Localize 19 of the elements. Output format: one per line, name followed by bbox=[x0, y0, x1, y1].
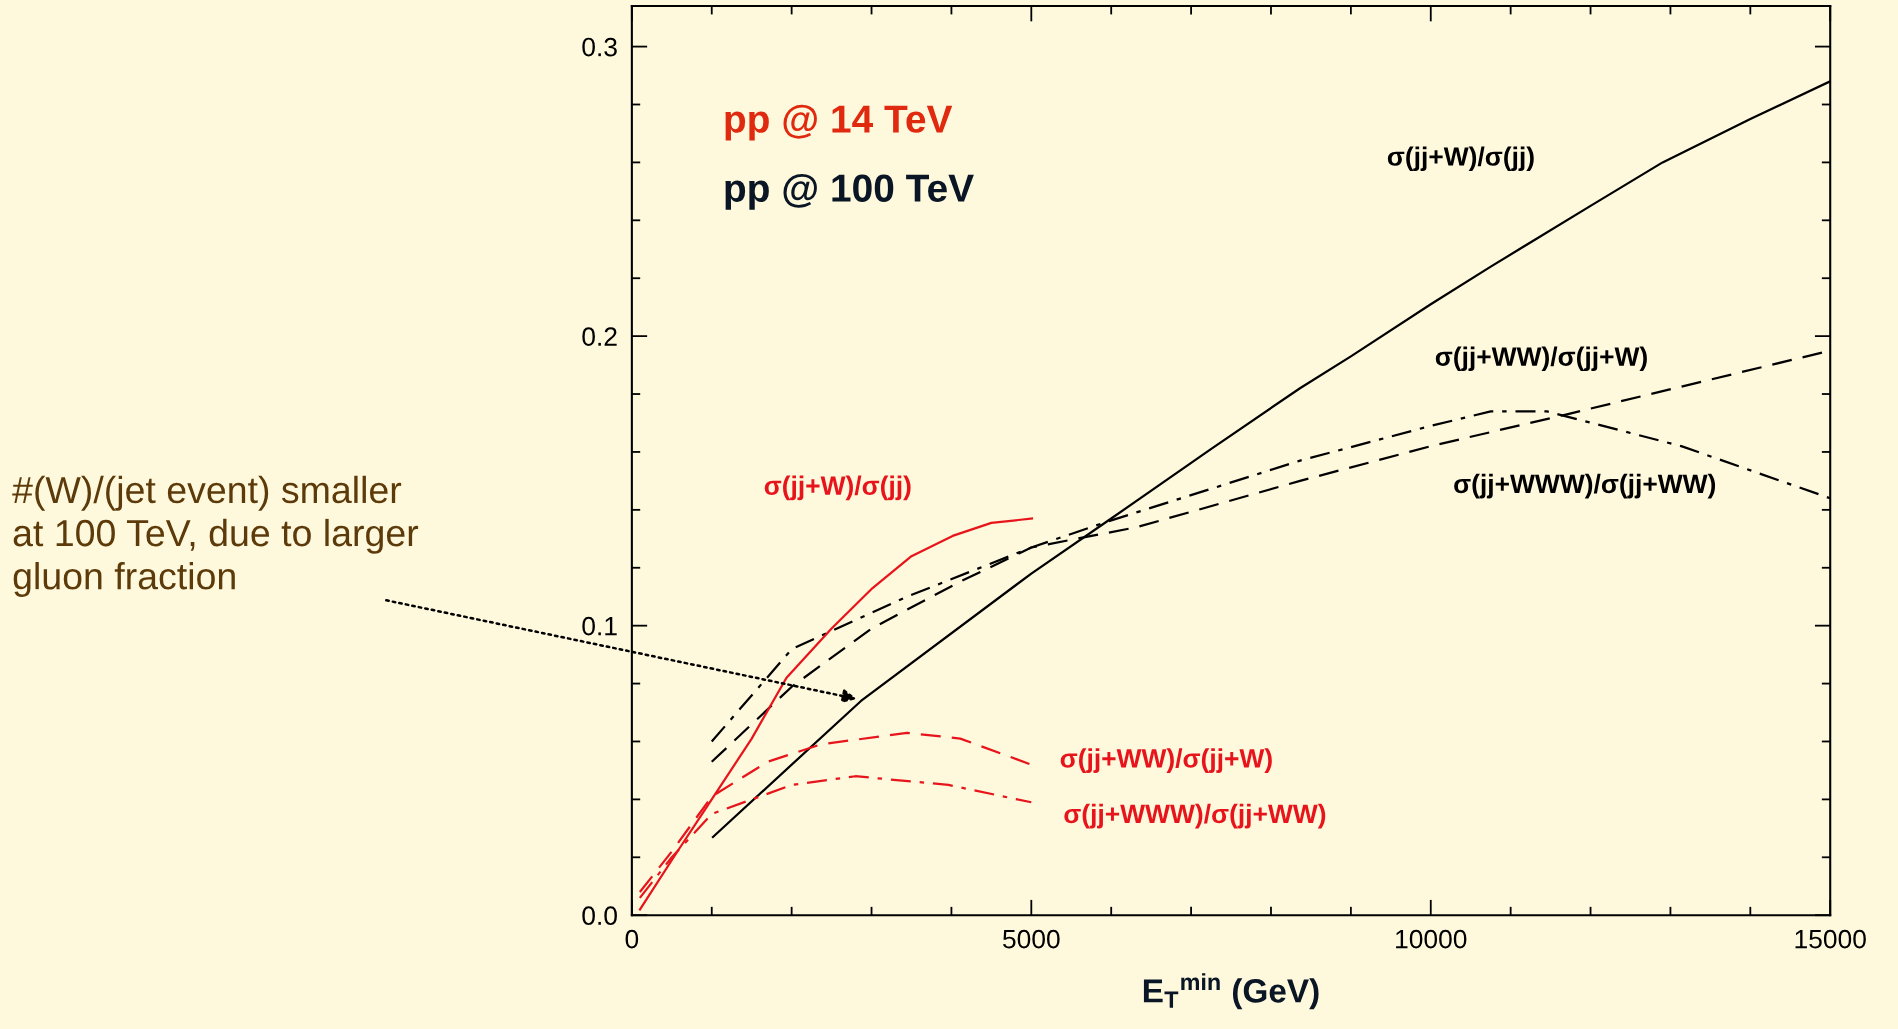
x-tick-label: 0 bbox=[625, 929, 639, 949]
series-label: σ(jj+WW)/σ(jj+W) bbox=[1435, 346, 1647, 372]
x-tick-label: 5000 bbox=[1003, 929, 1060, 949]
series-label: σ(jj+WWW)/σ(jj+WW) bbox=[1064, 803, 1326, 829]
y-tick-label: 0.2 bbox=[582, 327, 617, 346]
text: σ(jj+W)/σ(jj) bbox=[1387, 146, 1534, 172]
annotation: pp @ 100 TeV bbox=[725, 173, 974, 210]
y-tick-label: 0.0 bbox=[582, 906, 617, 926]
series-label: σ(jj+W)/σ(jj) bbox=[764, 475, 911, 501]
series-label: σ(jj+WWW)/σ(jj+WW) bbox=[1454, 473, 1716, 499]
x-tick-label: 10000 bbox=[1396, 929, 1467, 949]
annotation: #(W)/(jet event) smaller at 100 TeV, due to larger gluon fraction bbox=[12, 475, 419, 597]
x-axis-title: E$_{T}$$^{min}$ (GeV) bbox=[1143, 973, 1319, 1010]
annotation: pp @ 14 TeV bbox=[725, 104, 953, 141]
y-tick-label: 0.3 bbox=[582, 37, 617, 57]
series-label: σ(jj+WW)/σ(jj+W) bbox=[1060, 748, 1272, 773]
x-tick-label: 15000 bbox=[1795, 929, 1866, 949]
line-series bbox=[638, 517, 1034, 911]
y-tick-label: 0.1 bbox=[582, 616, 617, 636]
